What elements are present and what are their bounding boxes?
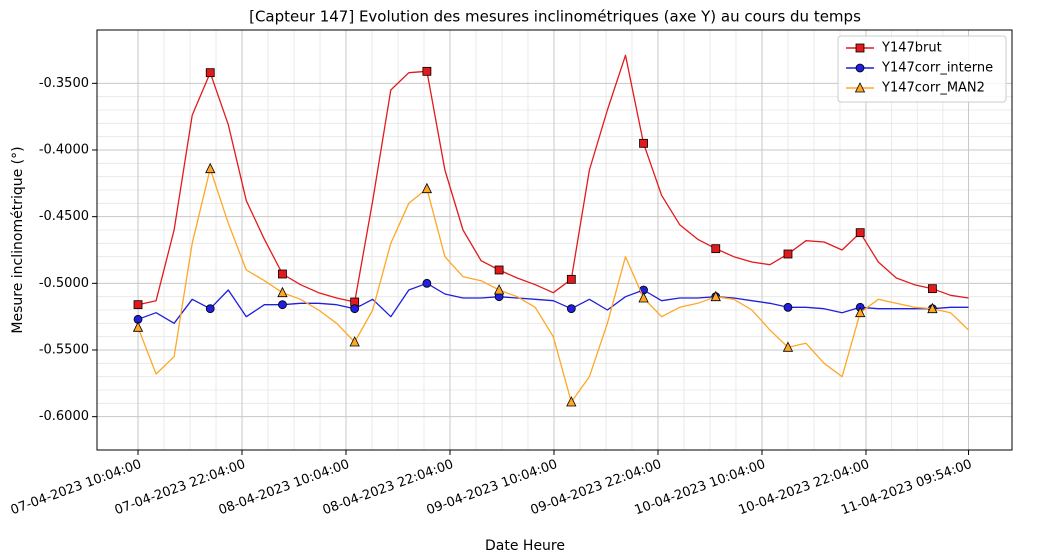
legend-marker [854,82,866,93]
marker [278,300,287,310]
marker [783,249,793,259]
legend-label: Y147corr_MAN2 [881,81,985,96]
marker [132,321,144,332]
marker [566,274,576,284]
marker [928,284,937,294]
marker [638,292,649,303]
marker [711,244,721,254]
marker [494,265,504,275]
marker [639,138,648,148]
marker [782,341,794,352]
marker [205,162,216,174]
marker [350,304,360,314]
y-tick-label: -0.5000 [39,276,89,291]
y-tick-label: -0.5500 [39,343,89,358]
y-tick-label: -0.4500 [39,209,89,224]
chart-title: [Capteur 147] Evolution des mesures incl… [249,8,861,26]
marker [927,302,938,314]
marker [710,290,721,302]
y-tick-label: -0.4000 [39,143,89,158]
plot-frame [96,29,1013,451]
marker [133,300,143,310]
y-tick-label: -0.3500 [39,76,89,91]
legend-box [837,35,1007,103]
marker [205,68,215,78]
series-line [137,282,969,324]
x-axis-label: Date Heure [485,538,565,554]
marker [278,269,287,279]
series-line [137,54,969,306]
marker [277,286,288,298]
marker [783,302,793,312]
legend-marker [855,63,865,73]
marker [566,304,576,314]
marker [421,182,433,194]
marker [422,66,432,76]
marker [566,396,577,407]
legend-label: Y147brut [881,41,942,56]
legend-label: Y147corr_interne [881,61,993,76]
y-axis-label: Mesure inclinométrique (°) [10,146,26,333]
marker [205,304,215,314]
marker [349,336,360,347]
marker [493,284,505,295]
marker [422,278,432,288]
legend-marker [855,43,865,53]
series-line [137,168,969,403]
y-tick-label: -0.6000 [39,409,89,424]
marker [855,228,865,238]
marker [855,306,866,318]
